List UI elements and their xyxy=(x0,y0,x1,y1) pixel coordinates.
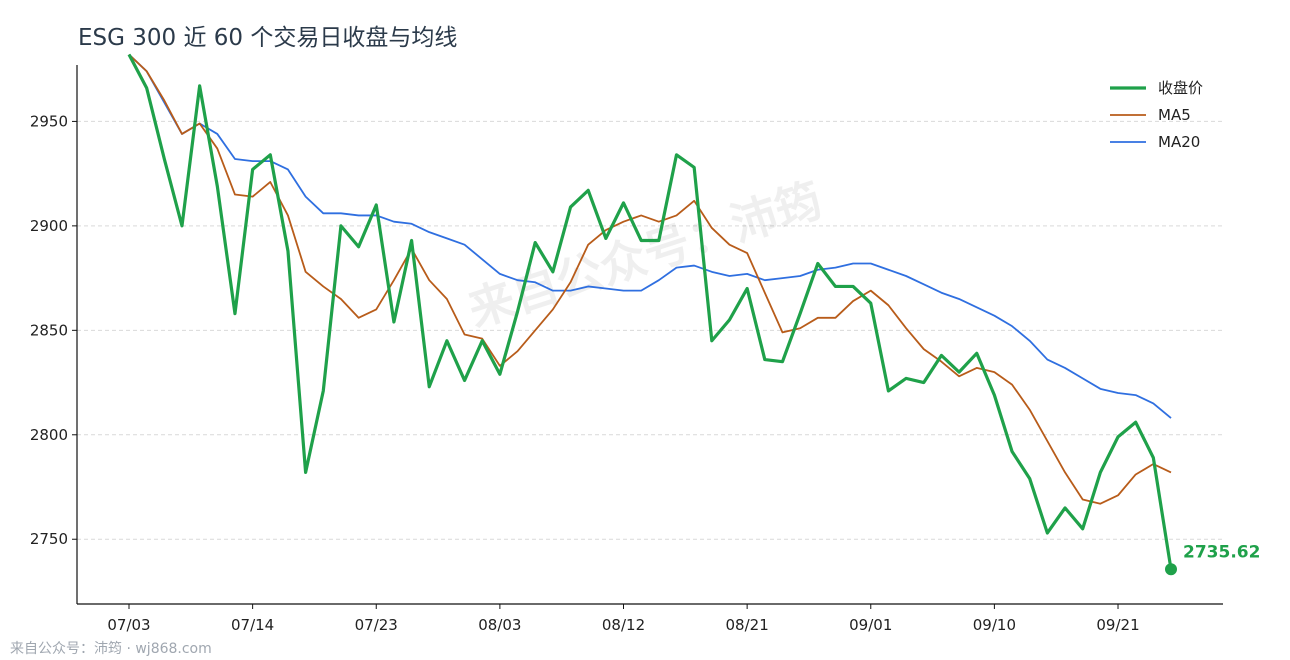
legend-label: MA5 xyxy=(1158,106,1191,124)
last-value-label: 2735.62 xyxy=(1183,542,1260,562)
x-tick-label: 09/21 xyxy=(1096,616,1139,634)
legend: 收盘价 MA5 MA20 xyxy=(1110,79,1203,151)
axes xyxy=(76,65,1223,605)
x-tick-label: 07/23 xyxy=(355,616,398,634)
last-value-marker-group: 2735.62 xyxy=(1165,542,1260,576)
y-tick-label: 2900 xyxy=(30,217,68,235)
series-line-close xyxy=(127,53,1173,570)
y-tick-label: 2800 xyxy=(30,426,68,444)
chart-title: ESG 300 近 60 个交易日收盘与均线 xyxy=(78,25,458,51)
x-tick-label: 09/01 xyxy=(849,616,892,634)
x-tick-label: 07/03 xyxy=(107,616,150,634)
series-line-ma20 xyxy=(128,53,1172,419)
x-tick-label: 09/10 xyxy=(973,616,1016,634)
series-line-ma5 xyxy=(128,53,1172,505)
y-tick-label: 2750 xyxy=(30,530,68,548)
y-tick-label: 2850 xyxy=(30,321,68,339)
x-tick-label: 08/21 xyxy=(726,616,769,634)
last-value-marker xyxy=(1165,563,1177,576)
x-tick-label: 08/03 xyxy=(478,616,521,634)
grid-lines xyxy=(77,120,1223,540)
legend-label: MA20 xyxy=(1158,133,1200,151)
y-tick-label: 2950 xyxy=(30,112,68,130)
series-lines xyxy=(127,53,1173,570)
footer-credit: 来自公众号：沛筠 · wj868.com xyxy=(10,641,212,657)
x-tick-label: 08/12 xyxy=(602,616,645,634)
x-tick-label: 07/14 xyxy=(231,616,274,634)
axis-ticks: 2750 2800 2850 2900 2950 07/03 07/14 07/23 08/03… xyxy=(30,112,1140,634)
legend-label: 收盘价 xyxy=(1158,79,1203,97)
